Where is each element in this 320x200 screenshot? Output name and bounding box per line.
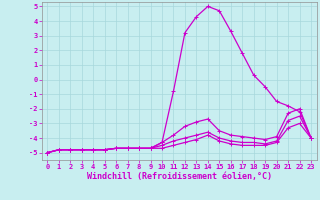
X-axis label: Windchill (Refroidissement éolien,°C): Windchill (Refroidissement éolien,°C)	[87, 172, 272, 181]
